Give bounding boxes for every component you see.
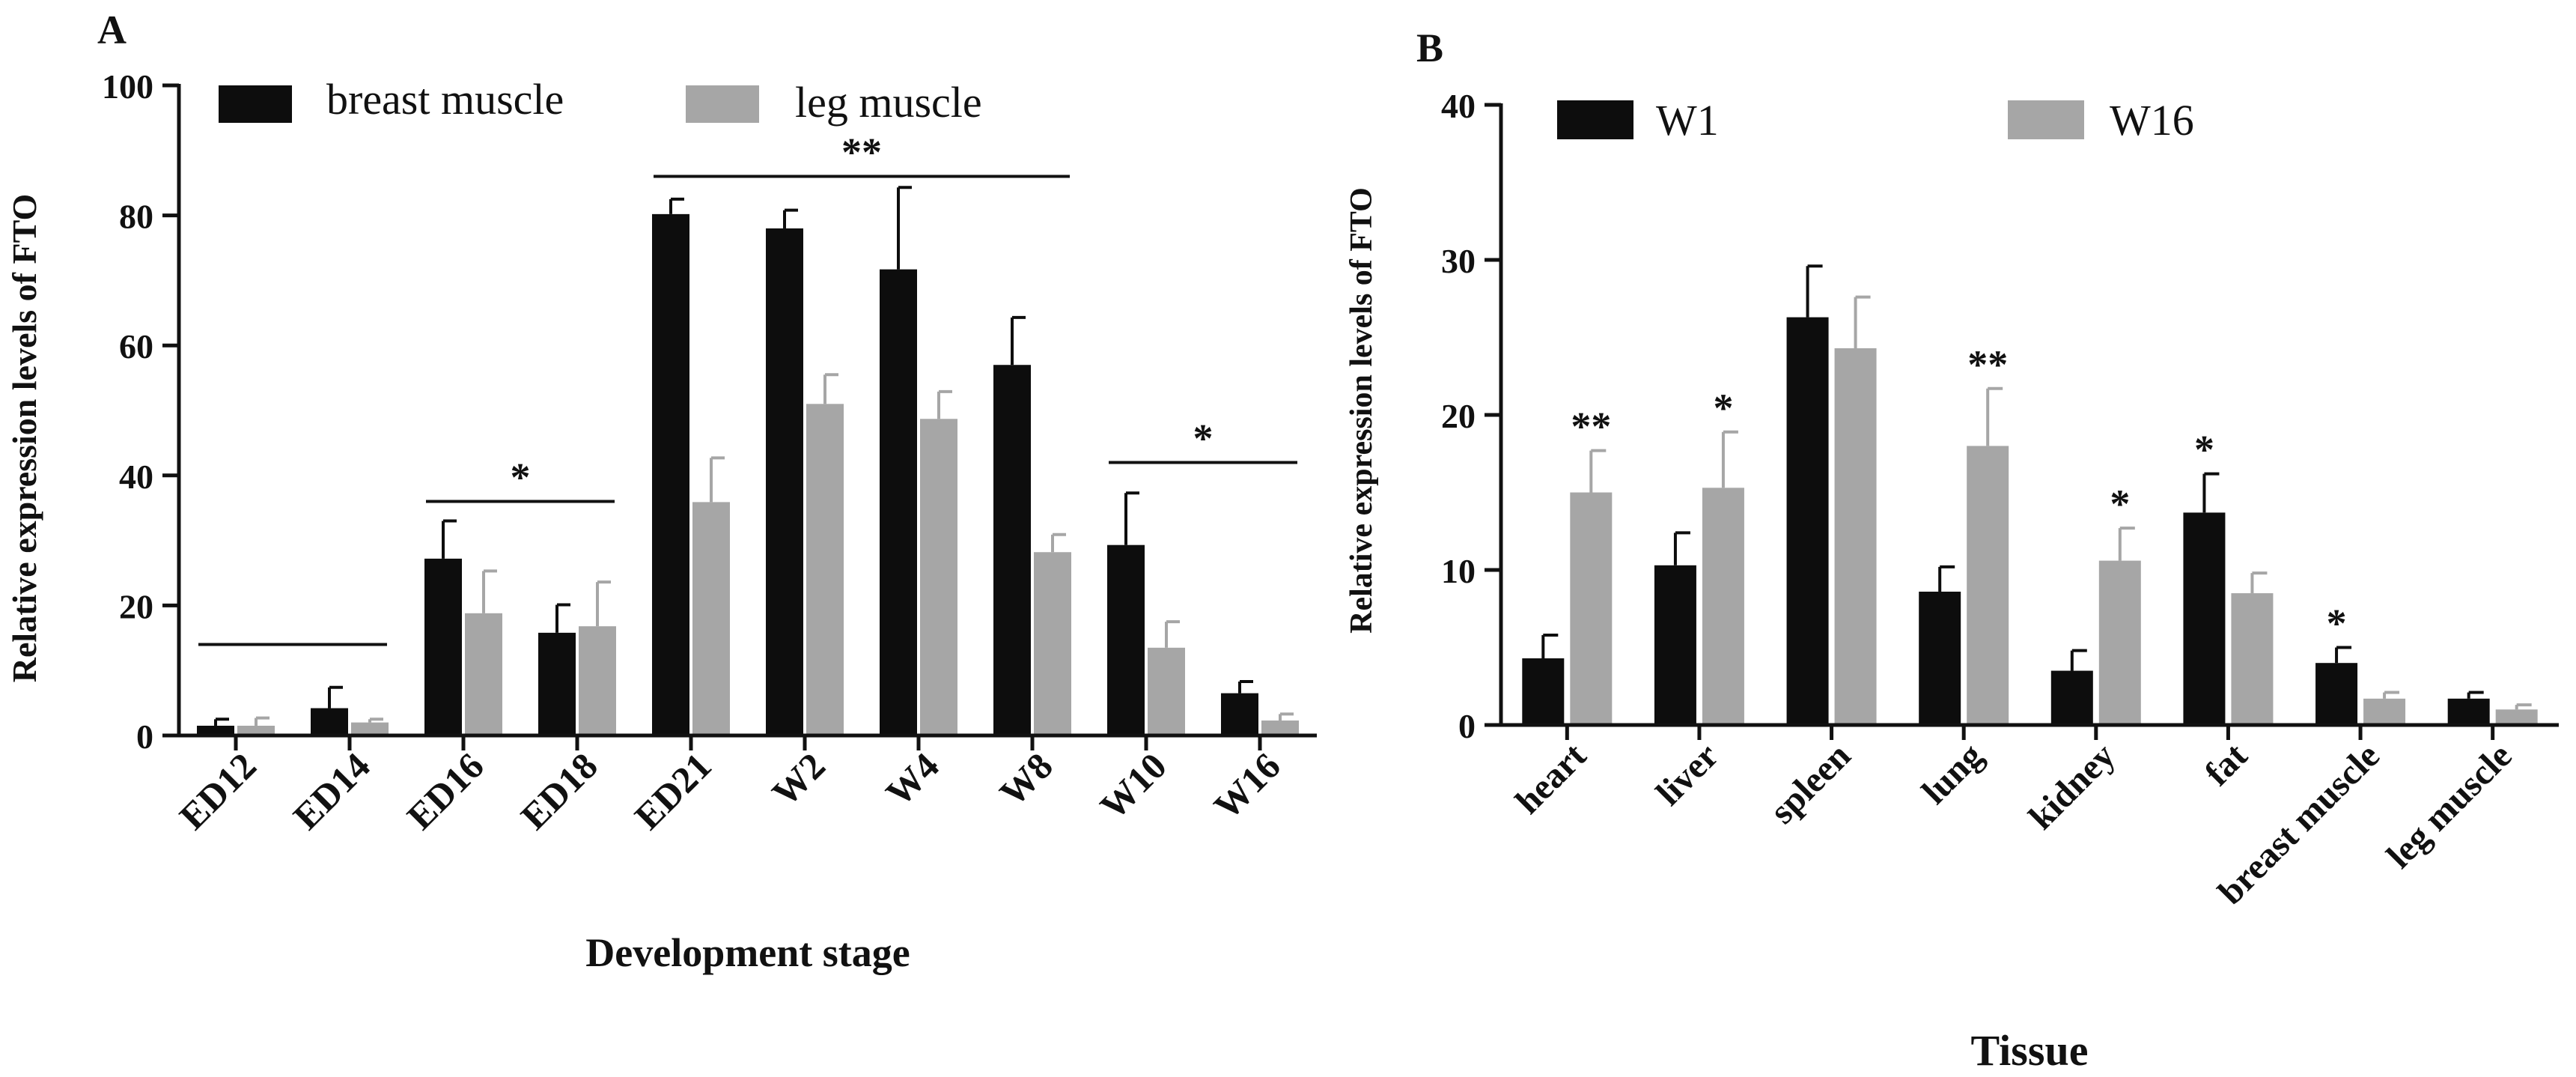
x-tick-label-w8: W8 bbox=[991, 744, 1061, 814]
bar-w16-liver bbox=[1702, 488, 1744, 725]
bar-breast-muscle-ed12 bbox=[197, 725, 234, 735]
significance-star-fat: * bbox=[2194, 428, 2214, 473]
bar-w1-leg-muscle bbox=[2447, 698, 2490, 725]
bar-leg-muscle-ed12 bbox=[237, 725, 275, 735]
bar-leg-muscle-w8 bbox=[1034, 552, 1071, 735]
panel-a-label: A bbox=[97, 7, 127, 52]
panel-b-label: B bbox=[1416, 25, 1443, 70]
bar-w16-fat bbox=[2231, 593, 2274, 725]
bar-leg-muscle-ed16 bbox=[465, 613, 502, 735]
panel-a-legend: breast muscle leg muscle bbox=[219, 75, 982, 127]
y-tick-label: 10 bbox=[1441, 552, 1476, 590]
x-tick-label-w4: W4 bbox=[877, 744, 947, 814]
x-tick-label-spleen: spleen bbox=[1762, 735, 1858, 831]
x-tick-label-lung: lung bbox=[1914, 735, 1991, 812]
bar-breast-muscle-w8 bbox=[993, 365, 1031, 735]
bar-breast-muscle-w4 bbox=[880, 269, 917, 735]
bar-breast-muscle-ed16 bbox=[424, 558, 462, 735]
bar-w1-liver bbox=[1654, 565, 1696, 725]
y-tick-label: 0 bbox=[136, 718, 153, 756]
x-tick-label-ed18: ED18 bbox=[513, 744, 606, 837]
bar-w1-kidney bbox=[2050, 670, 2093, 725]
x-tick-label-w16: W16 bbox=[1205, 744, 1288, 827]
x-tick-label-fat: fat bbox=[2197, 735, 2255, 793]
significance-marker: * bbox=[511, 455, 531, 500]
y-tick-label: 60 bbox=[119, 327, 153, 365]
y-tick-label: 0 bbox=[1458, 707, 1476, 745]
bar-leg-muscle-w16 bbox=[1261, 720, 1299, 735]
panel-a-y-axis-label: Relative expression levels of FTO bbox=[5, 194, 43, 682]
bar-breast-muscle-w10 bbox=[1107, 544, 1145, 735]
panel-a-x-axis-label: Development stage bbox=[585, 930, 910, 975]
bar-w1-breast-muscle bbox=[2315, 663, 2358, 725]
significance-marker: ** bbox=[841, 130, 882, 175]
legend-label-w1: W1 bbox=[1656, 96, 1719, 145]
bar-breast-muscle-ed18 bbox=[538, 632, 576, 735]
y-tick-label: 40 bbox=[119, 458, 153, 496]
significance-star-kidney: * bbox=[2110, 482, 2130, 527]
significance-marker: * bbox=[1193, 416, 1214, 461]
legend-label-w16: W16 bbox=[2110, 96, 2194, 145]
x-tick-label-ed12: ED12 bbox=[171, 744, 264, 837]
x-tick-label-w10: W10 bbox=[1091, 744, 1174, 827]
bar-w16-lung bbox=[1967, 446, 2009, 725]
x-tick-label-kidney: kidney bbox=[2021, 735, 2123, 837]
legend-swatch-w1 bbox=[1557, 100, 1633, 139]
significance-star-heart: ** bbox=[1571, 404, 1611, 449]
x-tick-label-leg-muscle: leg muscle bbox=[2379, 735, 2519, 876]
bar-w1-fat bbox=[2183, 512, 2226, 725]
bar-w16-heart bbox=[1570, 492, 1613, 725]
legend-label-leg-muscle: leg muscle bbox=[795, 78, 982, 127]
bar-leg-muscle-w4 bbox=[920, 419, 957, 735]
bar-leg-muscle-ed18 bbox=[579, 626, 616, 735]
y-tick-label: 80 bbox=[119, 198, 153, 236]
y-tick-label: 30 bbox=[1441, 242, 1476, 280]
bar-w1-lung bbox=[1919, 591, 1961, 725]
bar-w1-heart bbox=[1522, 658, 1565, 725]
panel-b-y-axis-label: Relative expression levels of FTO bbox=[1345, 187, 1379, 634]
y-tick-label: 40 bbox=[1441, 87, 1476, 125]
bar-w16-spleen bbox=[1834, 348, 1877, 725]
bar-breast-muscle-w16 bbox=[1221, 693, 1258, 735]
bar-w16-leg-muscle bbox=[2495, 709, 2538, 725]
y-tick-label: 20 bbox=[1441, 397, 1476, 435]
significance-star-liver: * bbox=[1713, 386, 1733, 431]
legend-swatch-leg-muscle bbox=[686, 85, 759, 123]
legend-swatch-w16 bbox=[2008, 100, 2084, 139]
legend-swatch-breast-muscle bbox=[219, 85, 292, 123]
bar-w1-spleen bbox=[1786, 317, 1829, 726]
bar-leg-muscle-ed21 bbox=[692, 502, 730, 735]
x-tick-label-heart: heart bbox=[1508, 735, 1594, 822]
significance-star-lung: ** bbox=[1967, 342, 2008, 387]
legend-label-breast-muscle: breast muscle bbox=[326, 75, 564, 124]
bar-breast-muscle-w2 bbox=[766, 228, 803, 736]
significance-star-breast-muscle: * bbox=[2327, 601, 2347, 646]
panel-b-x-axis-label: Tissue bbox=[1971, 1026, 2089, 1075]
x-tick-label-ed14: ED14 bbox=[285, 744, 378, 837]
bar-w16-breast-muscle bbox=[2363, 698, 2406, 725]
bar-leg-muscle-w2 bbox=[806, 404, 844, 735]
bar-breast-muscle-ed14 bbox=[311, 708, 348, 735]
panel-b-legend: W1 W16 bbox=[1557, 96, 2194, 145]
bar-breast-muscle-ed21 bbox=[652, 213, 689, 735]
bar-leg-muscle-ed14 bbox=[351, 722, 389, 735]
x-tick-label-liver: liver bbox=[1648, 735, 1726, 813]
bar-w16-kidney bbox=[2098, 560, 2141, 725]
x-tick-label-ed16: ED16 bbox=[399, 744, 492, 837]
x-tick-label-w2: W2 bbox=[764, 744, 833, 814]
bar-leg-muscle-w10 bbox=[1148, 647, 1185, 735]
y-tick-label: 100 bbox=[102, 67, 153, 106]
x-tick-label-ed21: ED21 bbox=[627, 744, 719, 837]
y-tick-label: 20 bbox=[119, 587, 153, 625]
